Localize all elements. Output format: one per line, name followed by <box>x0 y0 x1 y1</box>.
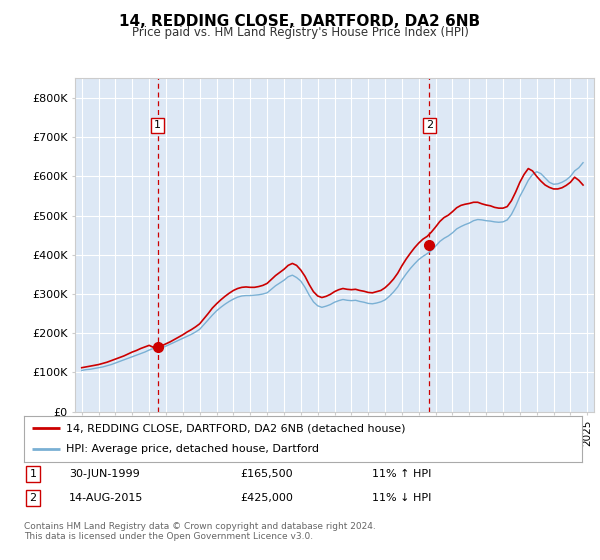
Text: £425,000: £425,000 <box>240 493 293 503</box>
Text: 30-JUN-1999: 30-JUN-1999 <box>69 469 140 479</box>
Text: Price paid vs. HM Land Registry's House Price Index (HPI): Price paid vs. HM Land Registry's House … <box>131 26 469 39</box>
Text: £165,500: £165,500 <box>240 469 293 479</box>
Text: 11% ↑ HPI: 11% ↑ HPI <box>372 469 431 479</box>
Text: HPI: Average price, detached house, Dartford: HPI: Average price, detached house, Dart… <box>66 444 319 454</box>
Text: 2: 2 <box>29 493 37 503</box>
Text: 14, REDDING CLOSE, DARTFORD, DA2 6NB (detached house): 14, REDDING CLOSE, DARTFORD, DA2 6NB (de… <box>66 423 406 433</box>
Text: 1: 1 <box>154 120 161 130</box>
Text: 14, REDDING CLOSE, DARTFORD, DA2 6NB: 14, REDDING CLOSE, DARTFORD, DA2 6NB <box>119 14 481 29</box>
Text: 14-AUG-2015: 14-AUG-2015 <box>69 493 143 503</box>
Text: 2: 2 <box>425 120 433 130</box>
Text: Contains HM Land Registry data © Crown copyright and database right 2024.
This d: Contains HM Land Registry data © Crown c… <box>24 522 376 542</box>
Text: 11% ↓ HPI: 11% ↓ HPI <box>372 493 431 503</box>
Text: 1: 1 <box>29 469 37 479</box>
